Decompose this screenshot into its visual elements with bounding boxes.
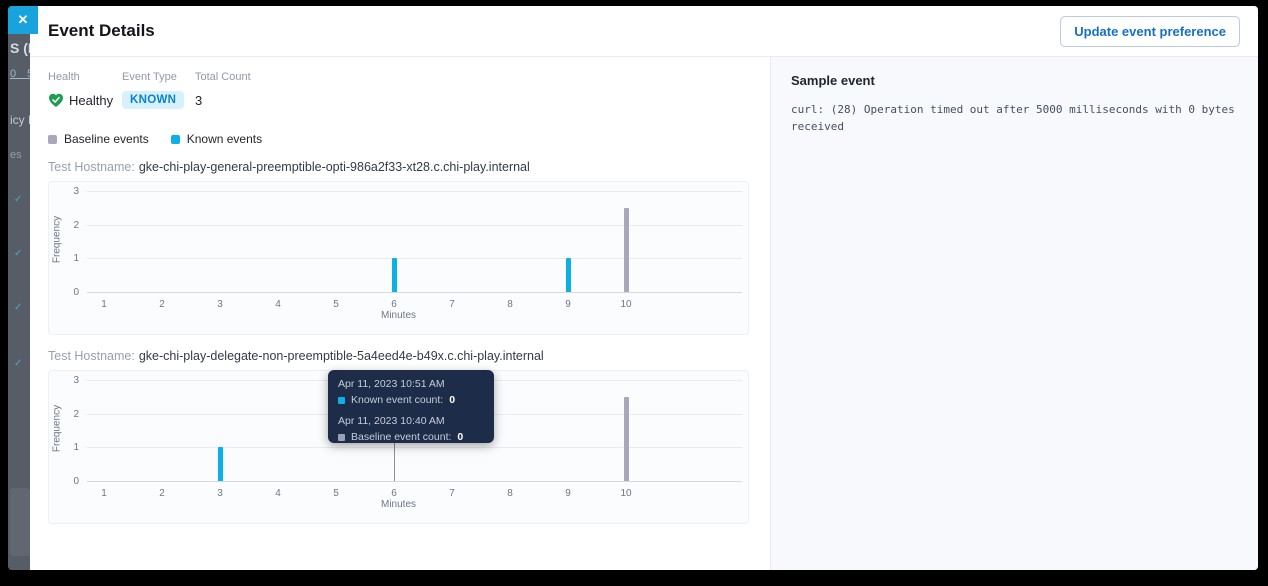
- tooltip-time-2: Apr 11, 2023 10:40 AM: [338, 415, 445, 427]
- known-event-bar[interactable]: [566, 258, 571, 292]
- x-axis-tick: 1: [101, 299, 107, 310]
- legend-item-baseline[interactable]: Baseline events: [48, 132, 149, 146]
- health-label: Health: [48, 71, 80, 83]
- known-event-bar[interactable]: [218, 447, 223, 481]
- y-axis-tick: 1: [73, 253, 79, 265]
- background-text-fragment: 0 5: [10, 68, 38, 80]
- x-axis-title: Minutes: [380, 310, 416, 321]
- checkmark-icon: ✓: [14, 358, 23, 369]
- left-column: Health Healthy Event Typ: [30, 57, 770, 570]
- y-axis-tick: 0: [73, 287, 79, 298]
- x-axis-tick: 7: [449, 299, 455, 310]
- y-axis-tick: 3: [73, 186, 79, 197]
- x-axis-tick: 1: [101, 488, 107, 499]
- hostname-value: gke-chi-play-delegate-non-preemptible-5a…: [138, 349, 544, 363]
- x-axis-tick: 2: [159, 488, 165, 499]
- legend-label-baseline: Baseline events: [64, 132, 149, 146]
- x-axis-title: Minutes: [380, 499, 416, 510]
- y-axis-tick: 1: [73, 442, 79, 454]
- y-axis-title: Frequency: [51, 404, 63, 453]
- x-axis-tick: 7: [449, 488, 455, 499]
- checkmark-icon: ✓: [14, 194, 23, 205]
- healthy-heart-icon: [48, 93, 64, 108]
- page-title: Event Details: [48, 21, 155, 40]
- tooltip-known-label: Known event count:: [351, 394, 444, 406]
- sample-event-panel: Sample event curl: (28) Operation timed …: [770, 57, 1258, 570]
- close-icon[interactable]: ✕: [8, 6, 38, 34]
- event-type-label: Event Type: [122, 71, 177, 83]
- gridline: [87, 258, 742, 260]
- tooltip-baseline-label: Baseline event count:: [351, 431, 452, 443]
- gridline: [87, 224, 742, 226]
- event-type-badge: KNOWN: [122, 91, 185, 109]
- total-count-value: 3: [195, 92, 203, 108]
- x-axis-tick: 10: [620, 299, 632, 310]
- known-swatch-icon: [338, 396, 345, 404]
- background-text-fragment: icy E: [10, 113, 37, 127]
- known-swatch-icon: [170, 134, 180, 144]
- background-panel-fragment: [10, 488, 30, 556]
- hostname-label: Test Hostname:: [48, 349, 135, 363]
- sample-event-title: Sample event: [791, 73, 875, 88]
- y-axis-tick: 3: [73, 375, 79, 386]
- x-axis-tick: 4: [275, 299, 281, 310]
- x-axis-tick: 8: [507, 299, 513, 310]
- total-count-label: Total Count: [195, 71, 251, 83]
- baseline-event-bar[interactable]: [624, 207, 629, 292]
- crosshair-line: [394, 442, 395, 481]
- gridline: [87, 292, 742, 293]
- x-axis-tick: 3: [217, 299, 223, 310]
- health-value: Healthy: [69, 92, 114, 108]
- x-axis-tick: 9: [565, 299, 571, 310]
- stat-event-type: Event Type KNOWN: [122, 71, 186, 110]
- baseline-event-bar[interactable]: [624, 396, 629, 481]
- gridline: [87, 447, 742, 449]
- checkmark-icon: ✓: [14, 248, 23, 259]
- hostname-label: Test Hostname:: [48, 160, 135, 174]
- known-event-bar[interactable]: [392, 258, 397, 292]
- drawer-content: Health Healthy Event Typ: [30, 57, 1258, 570]
- stat-health: Health Healthy: [48, 71, 122, 110]
- x-axis-tick: 5: [333, 299, 339, 310]
- y-axis-tick: 2: [73, 219, 79, 231]
- tooltip-baseline-value: 0: [457, 431, 464, 443]
- y-axis-title: Frequency: [51, 215, 63, 264]
- y-axis-tick: 2: [73, 408, 79, 420]
- tooltip-time-1: Apr 11, 2023 10:51 AM: [338, 378, 445, 390]
- legend-label-known: Known events: [186, 132, 263, 146]
- chart-legend: Baseline events Known events: [48, 132, 770, 146]
- drawer-header: Event Details Update event preference: [30, 6, 1258, 57]
- sample-event-text: curl: (28) Operation timed out after 500…: [791, 103, 1235, 133]
- event-details-drawer: Event Details Update event preference He…: [30, 6, 1258, 570]
- gridline: [87, 191, 742, 192]
- x-axis-tick: 3: [217, 488, 223, 499]
- frequency-chart-2[interactable]: Apr 11, 2023 10:51 AM Known event count:…: [48, 370, 749, 524]
- x-axis-tick: 6: [391, 299, 397, 310]
- x-axis-tick: 2: [159, 299, 165, 310]
- hostname-row-2: Test Hostname: gke-chi-play-delegate-non-…: [48, 349, 770, 363]
- baseline-swatch-icon: [48, 134, 57, 144]
- x-axis-tick: 8: [507, 488, 513, 499]
- legend-item-known[interactable]: Known events: [170, 132, 263, 146]
- x-axis-tick: 6: [391, 488, 397, 499]
- tooltip-known-value: 0: [449, 394, 456, 406]
- y-axis-tick: 0: [73, 476, 79, 487]
- stat-total-count: Total Count 3: [195, 71, 285, 110]
- hostname-value: gke-chi-play-general-preemptible-opti-98…: [138, 160, 530, 174]
- gridline: [87, 481, 742, 482]
- x-axis-tick: 4: [275, 488, 281, 499]
- chart-tooltip: Apr 11, 2023 10:51 AM Known event count:…: [328, 370, 494, 443]
- hostname-row-1: Test Hostname: gke-chi-play-general-preem…: [48, 160, 770, 174]
- update-event-preference-button[interactable]: Update event preference: [1060, 15, 1240, 47]
- stats-row: Health Healthy Event Typ: [48, 71, 770, 110]
- baseline-swatch-icon: [338, 433, 345, 441]
- x-axis-tick: 9: [565, 488, 571, 499]
- background-text-fragment: es: [10, 149, 22, 161]
- x-axis-tick: 5: [333, 488, 339, 499]
- checkmark-icon: ✓: [14, 302, 23, 313]
- frequency-chart-1[interactable]: 0 1 2 3 Frequency 1 2 3 4 5 6 7 8 9 10 Minutes: [48, 181, 749, 335]
- x-axis-tick: 10: [620, 488, 632, 499]
